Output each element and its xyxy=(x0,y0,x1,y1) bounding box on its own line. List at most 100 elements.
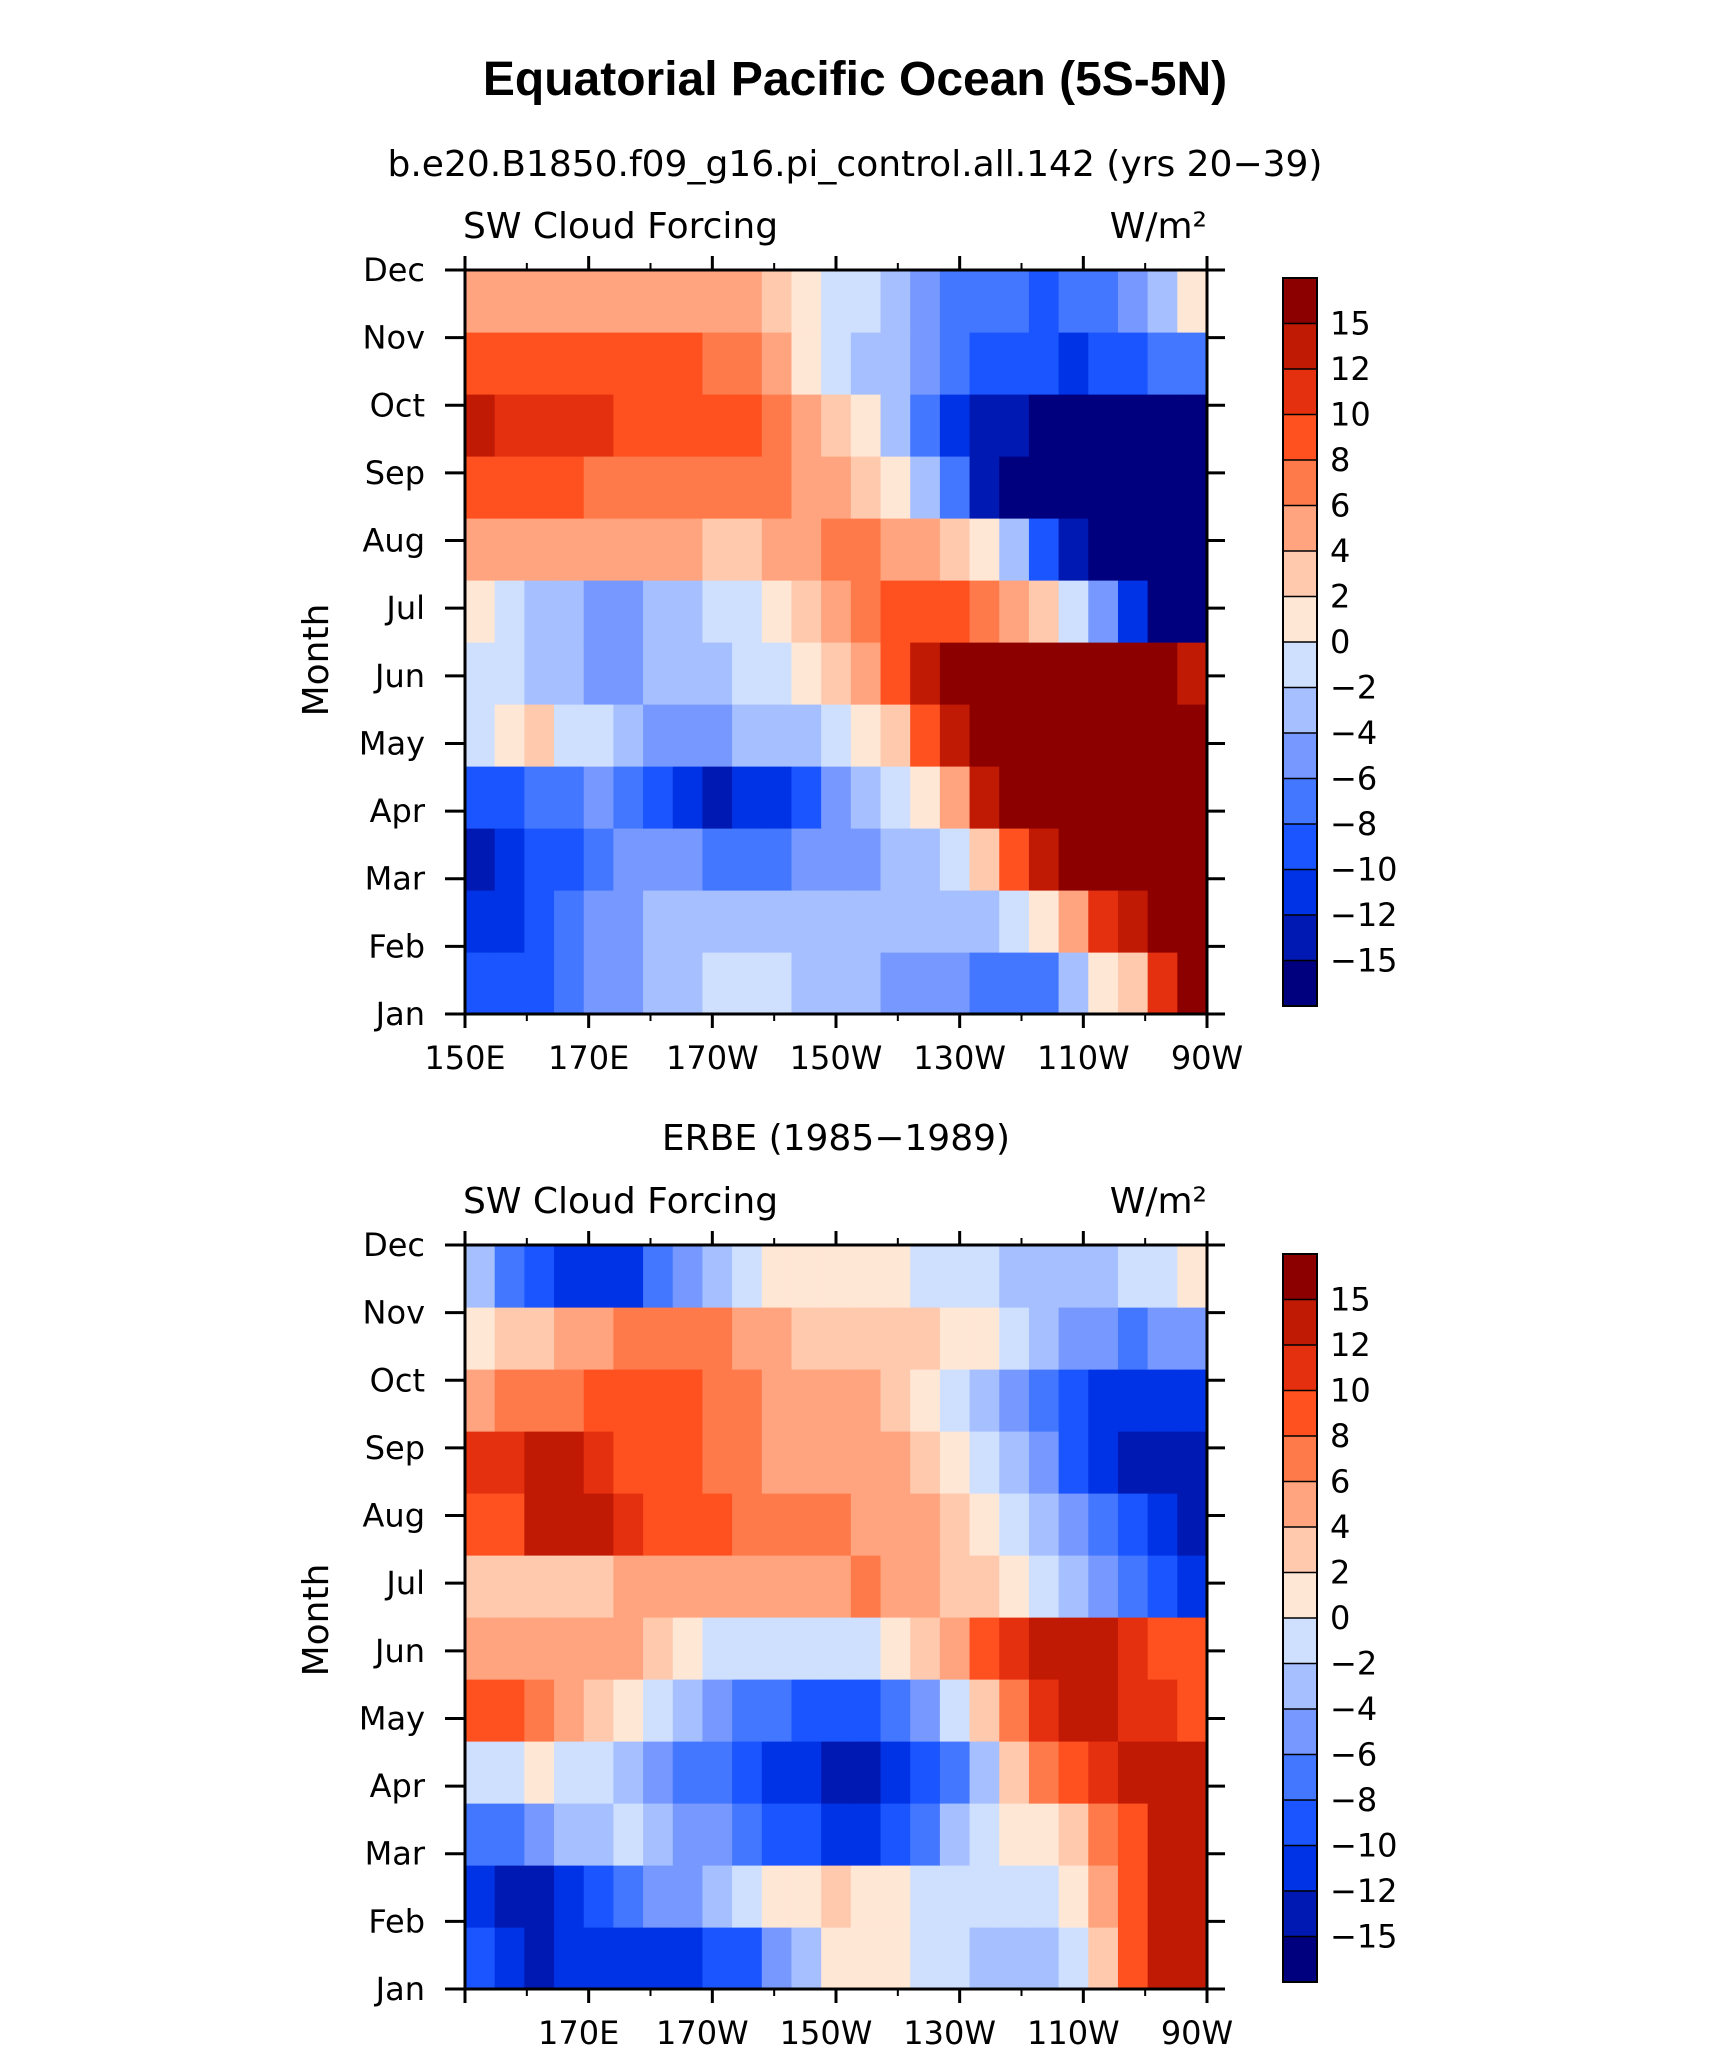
heatmap-cell xyxy=(880,1741,911,1804)
colorbar-label: −15 xyxy=(1330,1918,1398,1956)
heatmap-cell xyxy=(969,580,1000,643)
heatmap-cell xyxy=(465,1493,496,1556)
y-tick-label: May xyxy=(359,724,425,762)
colorbar-label: 8 xyxy=(1330,441,1350,479)
heatmap-cell xyxy=(672,1865,704,1928)
heatmap-cell xyxy=(850,394,882,457)
heatmap-cell xyxy=(1088,1803,1119,1866)
heatmap-cell xyxy=(1117,766,1149,829)
heatmap-cell xyxy=(524,1369,555,1432)
heatmap-cell xyxy=(969,642,1000,705)
panel-erbe-left-label: SW Cloud Forcing xyxy=(463,1181,778,1222)
x-tick-label: 170W xyxy=(666,1039,759,1077)
heatmap-cell xyxy=(791,1865,822,1928)
heatmap-cell xyxy=(702,1431,733,1494)
colorbar-label: −8 xyxy=(1330,1781,1377,1819)
heatmap-cell xyxy=(1147,952,1178,1015)
colorbar-label: 0 xyxy=(1330,1599,1350,1637)
heatmap-cell xyxy=(1147,890,1178,953)
heatmap-cell xyxy=(732,1431,763,1494)
colorbar-swatch xyxy=(1283,278,1317,324)
heatmap-cell xyxy=(1028,270,1060,333)
heatmap-cell xyxy=(554,1307,585,1370)
heatmap-cell xyxy=(761,1617,793,1680)
heatmap-cell xyxy=(465,890,496,953)
heatmap-cell xyxy=(910,1865,941,1928)
heatmap-cell xyxy=(1147,1245,1178,1308)
heatmap-cell xyxy=(732,456,763,519)
heatmap-cell xyxy=(524,1927,555,1990)
heatmap-cell xyxy=(732,1803,763,1866)
heatmap-cell xyxy=(524,704,555,767)
heatmap-cell xyxy=(850,1493,882,1556)
heatmap-cell xyxy=(524,1245,555,1308)
heatmap-cell xyxy=(613,642,644,705)
heatmap-cell xyxy=(910,580,941,643)
heatmap-cell xyxy=(1147,456,1178,519)
heatmap-cell xyxy=(1177,1679,1208,1742)
heatmap-cell xyxy=(554,1741,585,1804)
axes-model: 150E 170E 170W 150W 130W 110W 90W Jan Feb Mar Apr M… xyxy=(359,251,1243,1077)
heatmap-cell xyxy=(1088,394,1119,457)
heatmap-cell xyxy=(761,1741,793,1804)
colorbar-label: 8 xyxy=(1330,1417,1350,1455)
y-tick-label: May xyxy=(359,1699,425,1737)
heatmap-cell xyxy=(643,270,674,333)
heatmap-cell xyxy=(1058,828,1089,891)
heatmap-cell xyxy=(1058,1927,1089,1990)
heatmap-cell xyxy=(465,270,496,333)
heatmap-cell xyxy=(732,270,763,333)
heatmap-cell xyxy=(465,1307,496,1370)
heatmap-cell xyxy=(494,1369,525,1432)
heatmap-cell xyxy=(910,270,941,333)
colorbar-swatch xyxy=(1283,1299,1317,1346)
heatmap-cell xyxy=(1058,952,1089,1015)
heatmap-cell xyxy=(850,1679,882,1742)
heatmap-cell xyxy=(939,1741,971,1804)
heatmap-cell xyxy=(732,394,763,457)
heatmap-cell xyxy=(702,704,733,767)
heatmap-cell xyxy=(791,766,822,829)
heatmap-cell xyxy=(1177,1555,1208,1618)
colorbar-label: 6 xyxy=(1330,1463,1350,1501)
heatmap-cell xyxy=(821,642,852,705)
heatmap-cell xyxy=(702,1245,733,1308)
heatmap-cell xyxy=(732,1307,763,1370)
heatmap-cell xyxy=(969,1369,1000,1432)
heatmap-cell xyxy=(880,952,911,1015)
heatmap-cell xyxy=(494,270,525,333)
heatmap-cell xyxy=(880,518,911,581)
heatmap-cell xyxy=(494,1307,525,1370)
heatmap-cell xyxy=(1177,890,1208,953)
heatmap-cell xyxy=(554,270,585,333)
colorbar-swatch xyxy=(1283,596,1317,643)
colorbar-label: 12 xyxy=(1330,350,1371,388)
heatmap-cell xyxy=(1088,1245,1119,1308)
heatmap-cell xyxy=(583,1865,614,1928)
heatmap-cell xyxy=(999,1741,1030,1804)
heatmap-cell xyxy=(643,952,674,1015)
heatmap-cell xyxy=(1177,1927,1208,1990)
panel-model-y-label: Month xyxy=(296,604,337,717)
heatmap-cell xyxy=(672,1555,704,1618)
heatmap-cell xyxy=(672,332,704,395)
heatmap-cell xyxy=(939,518,971,581)
heatmap-cell xyxy=(999,952,1030,1015)
heatmap-cell xyxy=(1117,518,1149,581)
heatmap-cell xyxy=(1117,890,1149,953)
heatmap-cell xyxy=(613,828,644,891)
heatmap-cell xyxy=(791,1493,822,1556)
heatmap-cell xyxy=(583,394,614,457)
y-tick-label: Jul xyxy=(384,589,425,627)
colorbar-label: 15 xyxy=(1330,1281,1371,1319)
x-tick-label: 170E xyxy=(538,2014,619,2052)
heatmap-cell xyxy=(939,1865,971,1928)
heatmap-cell xyxy=(583,828,614,891)
heatmap-cell xyxy=(969,1307,1000,1370)
colorbar-swatch xyxy=(1283,460,1317,506)
y-tick-label: Aug xyxy=(363,522,425,560)
heatmap-cell xyxy=(999,642,1030,705)
heatmap-cell xyxy=(1147,332,1178,395)
heatmap-cell xyxy=(494,704,525,767)
heatmap-cell xyxy=(583,704,614,767)
